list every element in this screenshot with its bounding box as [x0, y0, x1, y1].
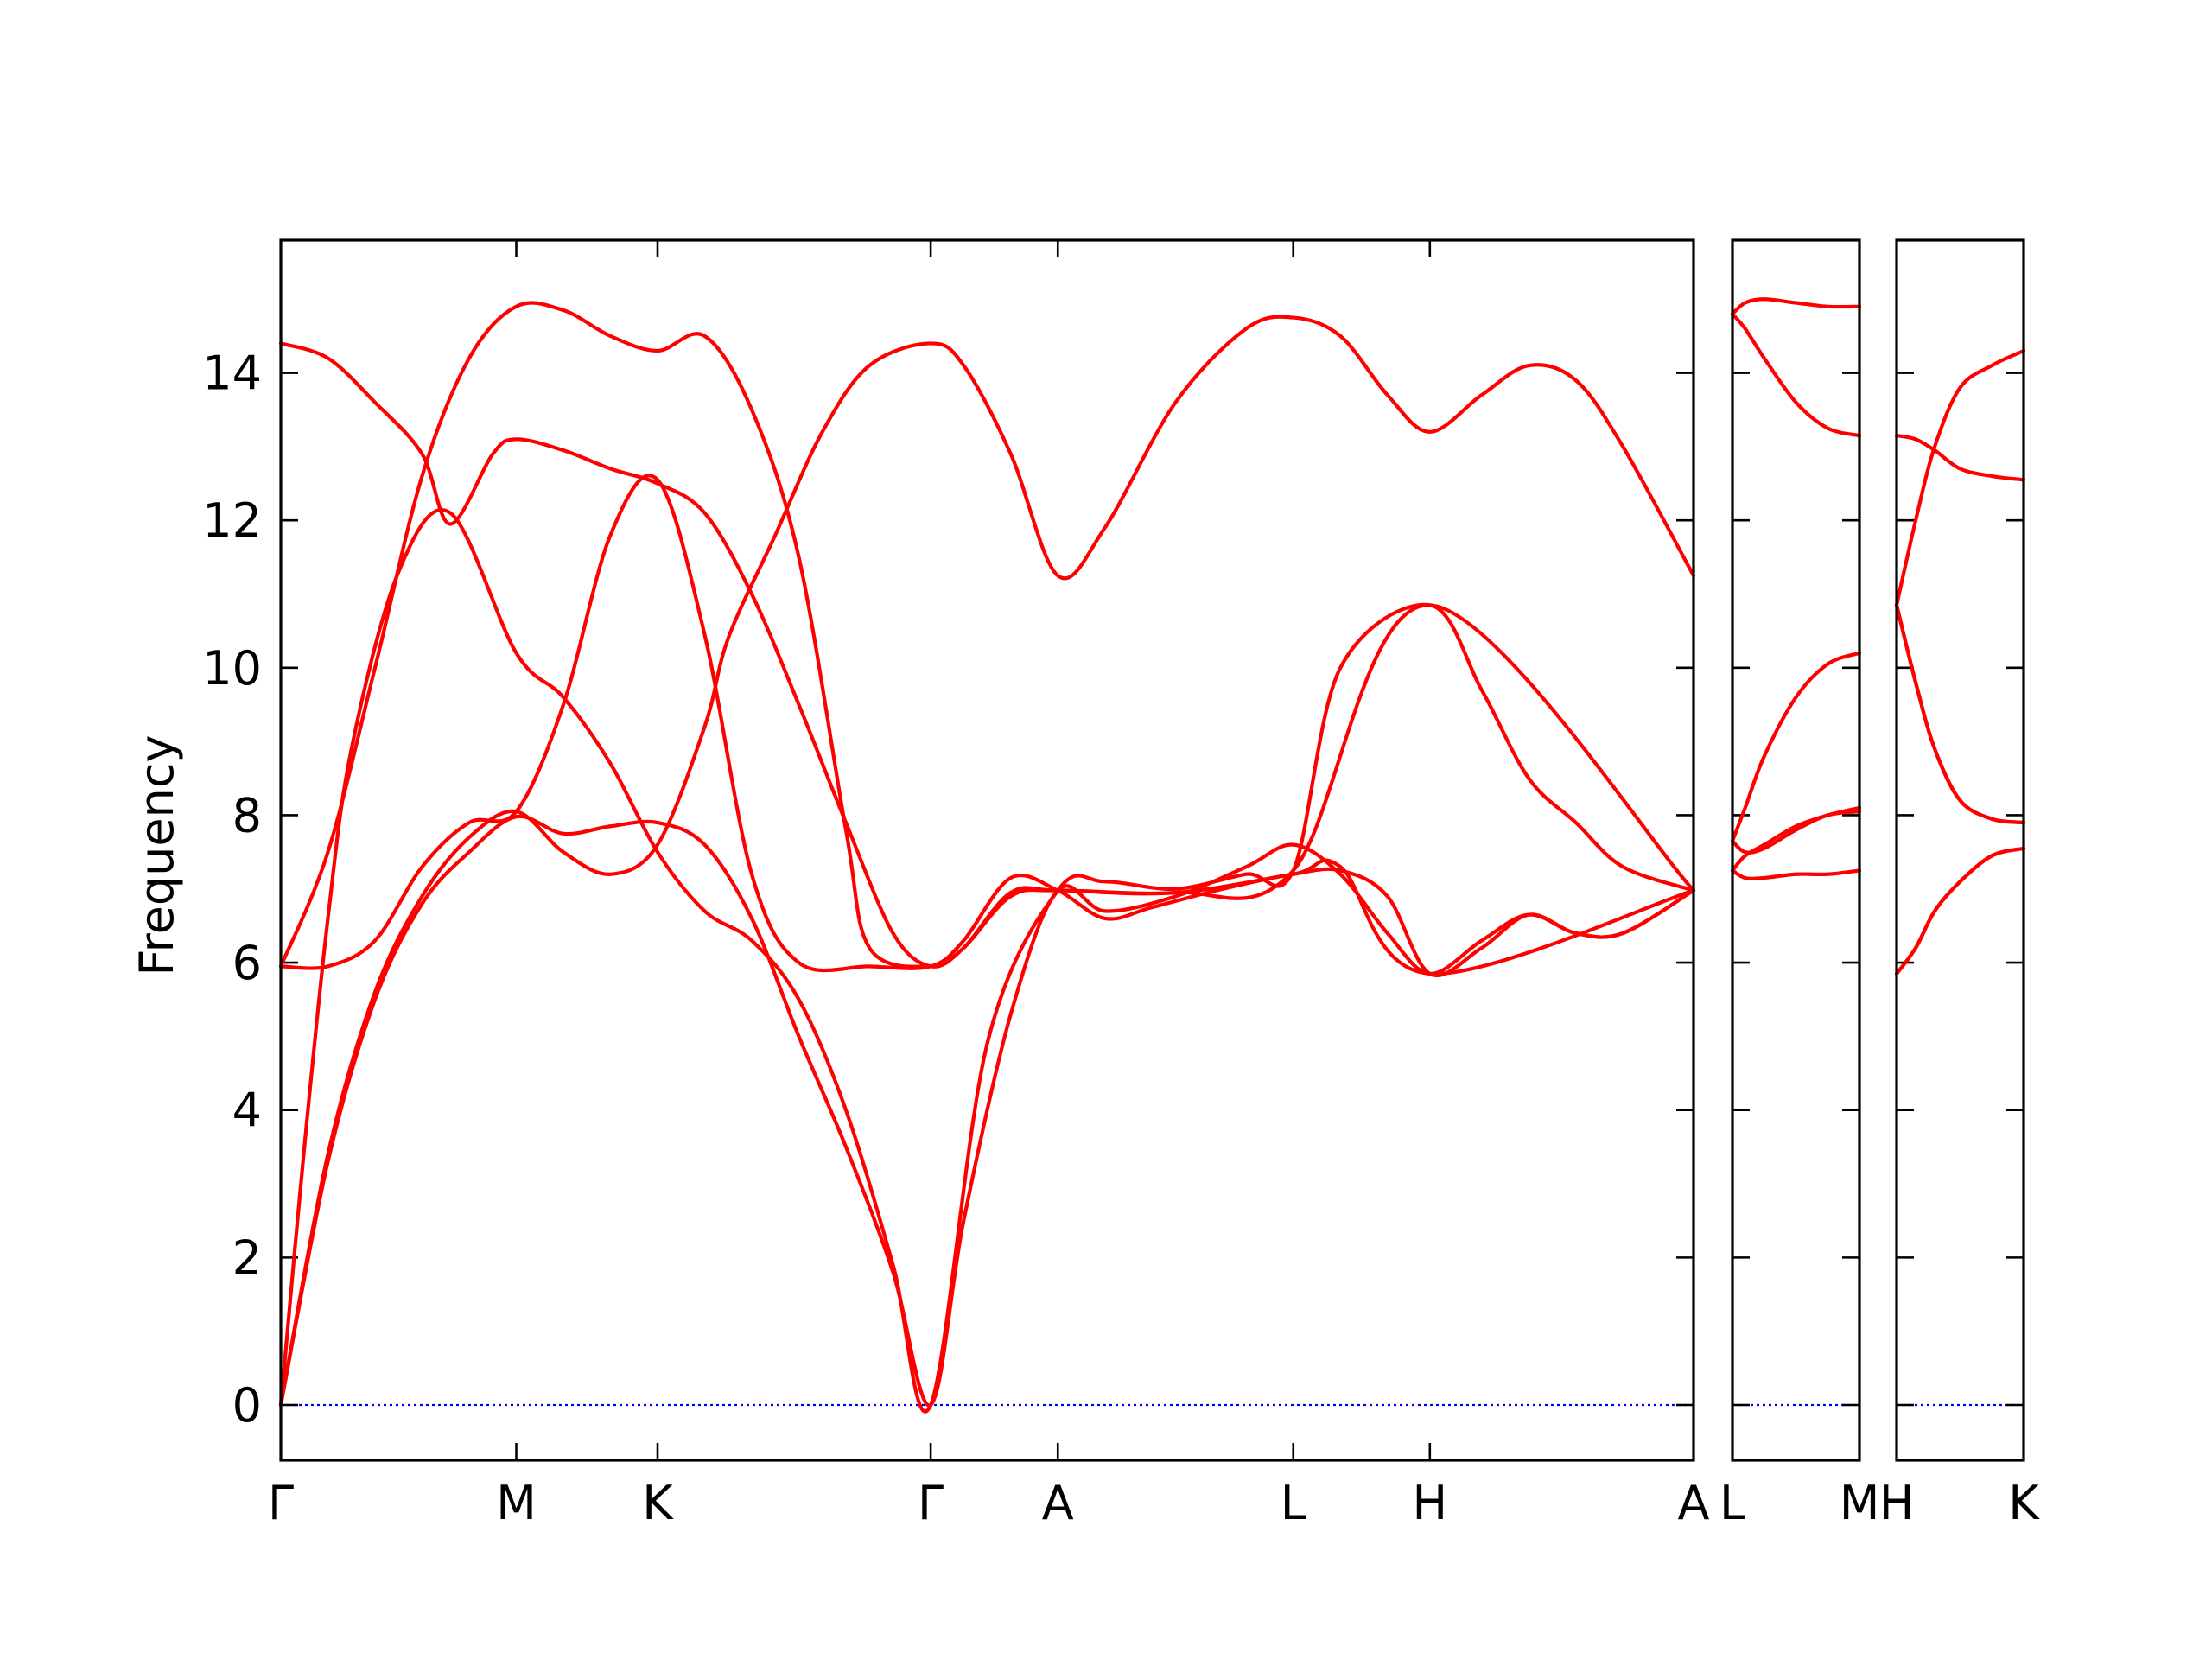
- panel-frame: [1731, 238, 1861, 1462]
- x-tick-label: K: [2008, 1476, 2040, 1530]
- x-tick-label: Γ: [918, 1476, 944, 1530]
- band-line-1: [1894, 348, 2026, 607]
- band-line-5: [1894, 846, 2026, 976]
- x-tick-label: K: [642, 1476, 674, 1530]
- y-tick-label: 4: [232, 1084, 262, 1138]
- y-tick-label: 2: [232, 1230, 262, 1285]
- x-tick-label: H: [1879, 1476, 1915, 1530]
- y-tick-label: 8: [232, 788, 262, 842]
- y-tick-label: 12: [202, 493, 262, 548]
- panel-1: 0 2 4 6 8 10 12 14 Γ M K Γ A L H A: [202, 238, 1710, 1530]
- band-line-3: [1730, 651, 1862, 843]
- panel-frame: [1895, 238, 2025, 1462]
- y-axis-label: Frequency: [130, 735, 184, 976]
- band-line-1: [1730, 297, 1862, 316]
- band-line-3: [278, 508, 1696, 1414]
- y-tick-label: 0: [232, 1378, 262, 1433]
- x-tick-label: A: [1678, 1476, 1710, 1530]
- x-tick-label: L: [1719, 1476, 1745, 1530]
- band-line-6: [1894, 846, 2026, 976]
- band-line-6: [1730, 868, 1862, 880]
- band-line-5: [1730, 805, 1862, 873]
- x-tick-label: L: [1281, 1476, 1306, 1530]
- band-line-2: [1894, 433, 2026, 482]
- band-line-4: [1894, 603, 2026, 825]
- y-tick-label: 10: [202, 641, 262, 696]
- x-tick-label: M: [496, 1476, 537, 1530]
- band-line-2: [1730, 312, 1862, 438]
- band-line-4: [1730, 810, 1862, 855]
- band-line-4: [278, 474, 1696, 977]
- x-tick-label: M: [1840, 1476, 1880, 1530]
- x-tick-label: Γ: [268, 1476, 294, 1530]
- band-line-3: [1894, 603, 2026, 825]
- band-line-6: [278, 341, 1696, 969]
- y-tick-label: 14: [202, 346, 262, 401]
- x-tick-label: H: [1412, 1476, 1447, 1530]
- y-tick-label: 6: [232, 936, 262, 990]
- panel-frame: [279, 238, 1695, 1462]
- band-line-1: [278, 315, 1696, 1408]
- x-tick-label: A: [1042, 1476, 1074, 1530]
- band-line-5: [278, 301, 1696, 976]
